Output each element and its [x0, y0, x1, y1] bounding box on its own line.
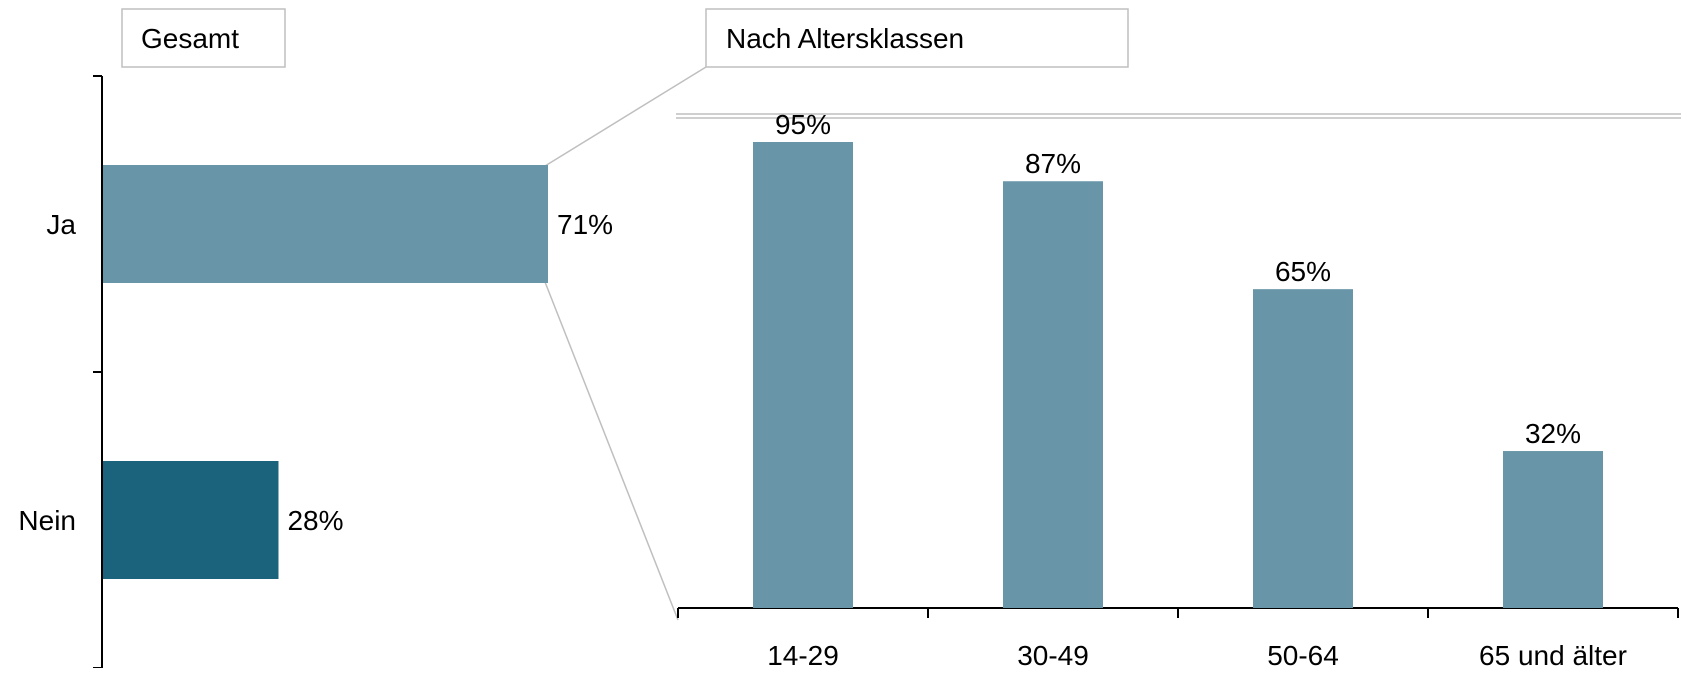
connector-line-bottom: [544, 281, 679, 621]
altersklassen-tick-label: 30-49: [1017, 640, 1089, 668]
altersklassen-value-label: 87%: [1025, 148, 1081, 179]
altersklassen-label-box: [705, 8, 1129, 68]
gesamt-bar-nein: [103, 461, 279, 579]
altersklassen-tick-label: 50-64: [1267, 640, 1339, 668]
altersklassen-tick-label: 14-29: [767, 640, 839, 668]
gesamt-label: Gesamt: [141, 23, 239, 54]
altersklassen-chart: 95% 14-29 87% 30-49 65% 50-64 32% 65 und älter: [677, 109, 1679, 671]
altersklassen-bar: [1253, 289, 1353, 608]
gesamt-value-label: 28%: [287, 505, 343, 536]
gesamt-label-box: [121, 8, 286, 68]
altersklassen-tick-label: 65 und älter: [1479, 640, 1627, 668]
gesamt-bar-ja: [103, 165, 548, 283]
altersklassen-bar: [753, 142, 853, 608]
altersklassen-bar: [1003, 181, 1103, 608]
altersklassen-value-label: 95%: [775, 109, 831, 140]
gesamt-category-label: Ja: [46, 209, 76, 240]
gesamt-chart: Ja 71% Nein 28%: [18, 75, 613, 669]
altersklassen-value-label: 32%: [1525, 418, 1581, 449]
altersklassen-bar: [1503, 451, 1603, 608]
altersklassen-label: Nach Altersklassen: [726, 23, 964, 54]
gesamt-value-label: 71%: [557, 209, 613, 240]
gesamt-category-label: Nein: [18, 505, 76, 536]
connector-line-top: [544, 66, 707, 167]
altersklassen-value-label: 65%: [1275, 256, 1331, 287]
